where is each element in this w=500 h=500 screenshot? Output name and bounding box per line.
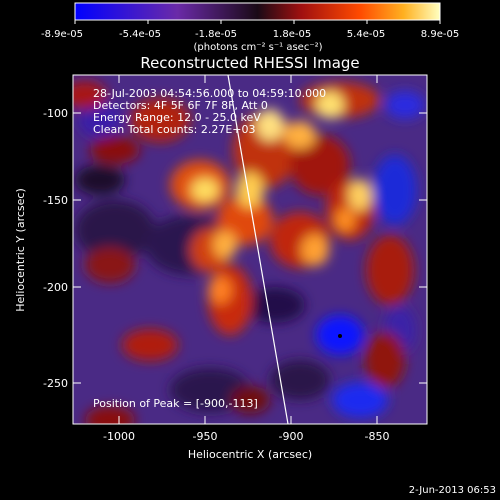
colorbar-tick-label: 8.9e-05 [421,29,459,40]
y-tick-label: -200 [43,281,68,294]
colorbar-tick-label: -5.4e-05 [119,29,161,40]
x-tick-label: -850 [365,430,390,443]
x-axis-ticks [118,75,378,424]
peak-position-label: Position of Peak = [-900,-113] [93,397,258,410]
rhessi-image [73,75,427,424]
y-axis-label: Heliocentric Y (arcsec) [14,188,27,312]
colorbar-tick-label: -1.8e-05 [195,29,237,40]
colorbar-tick-label: 5.4e-05 [347,29,385,40]
colorbar-tick-label: -8.9e-05 [41,29,83,40]
x-tick-label: -950 [193,430,218,443]
energy-range-label: Energy Range: 12.0 - 25.0 keV [93,111,261,124]
peak-marker [338,334,342,338]
footer-timestamp: 2-Jun-2013 06:53 [409,485,496,496]
colorbar-unit-label: (photons cm⁻² s⁻¹ asec⁻²) [193,42,322,53]
y-tick-label: -150 [43,194,68,207]
colorbar-tick-label: 1.8e-05 [273,29,311,40]
colorbar-ticks [74,20,441,24]
clean-counts-label: Clean Total counts: 2.27E+03 [93,123,256,136]
y-tick-label: -100 [43,107,68,120]
image-title: Reconstructed RHESSI Image [140,54,359,72]
x-tick-label: -1000 [103,430,135,443]
colorbar [74,2,441,21]
detectors-label: Detectors: 4F 5F 6F 7F 8F, Att 0 [93,99,268,112]
y-tick-label: -250 [43,377,68,390]
x-tick-label: -900 [279,430,304,443]
time-range-label: 28-Jul-2003 04:54:56.000 to 04:59:10.000 [93,87,326,100]
image-frame [72,74,428,425]
x-axis-label: Heliocentric X (arcsec) [188,448,312,461]
y-axis-ticks [73,112,427,384]
solar-limb-line [227,75,289,424]
